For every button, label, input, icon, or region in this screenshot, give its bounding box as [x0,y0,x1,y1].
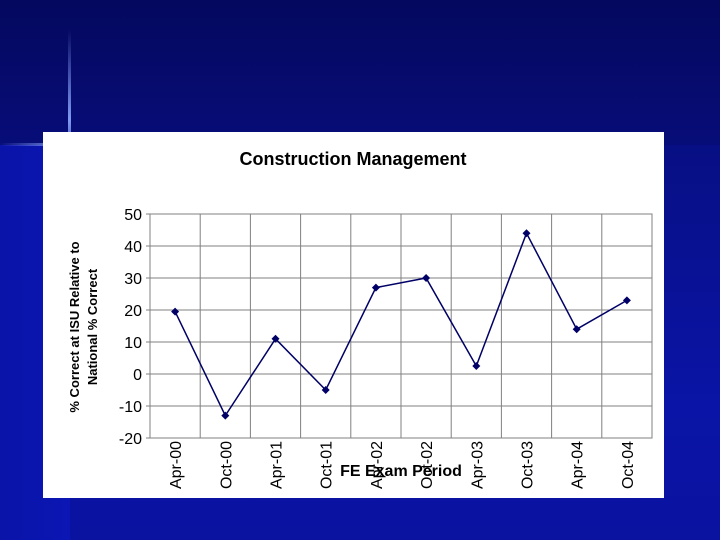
y-tick-label: 20 [124,303,142,320]
axes [146,213,653,439]
y-tick-label: 50 [124,207,142,224]
chart-title: Construction Management [239,149,466,169]
data-point-marker [422,274,431,282]
x-tick-label: Apr-01 [269,441,286,489]
data-point-marker [472,362,481,370]
y-axis-title-line-1: % Correct at ISU Relative to [67,241,82,412]
decorative-glow-line-vertical [68,30,71,180]
data-point-marker [271,334,280,343]
y-tick-labels: -20 -10 0 10 20 30 40 50 [119,207,142,448]
y-tick-label: 10 [124,335,142,352]
x-tick-label: Oct-04 [620,441,637,489]
y-tick-label: 30 [124,271,142,288]
data-point-marker [622,296,631,305]
plot-area-border [149,213,653,439]
y-tick-label: -10 [119,399,142,416]
y-tick-label: 40 [124,239,142,256]
data-point-marker [321,386,330,394]
x-tick-label: Apr-04 [570,441,587,489]
slide-top-band [0,0,720,145]
data-point-marker [171,307,180,316]
line-chart: Construction Management % Correct at ISU… [67,149,653,489]
x-tick-label: Apr-02 [369,441,386,489]
data-point-marker [371,283,380,292]
x-axis-title: FE Exam Period [340,463,462,480]
x-tick-label: Apr-00 [168,441,185,489]
y-axis-title-line-2: National % Correct [85,268,100,385]
x-tick-label: Apr-03 [469,441,486,489]
x-tick-label: Oct-03 [520,441,537,489]
chart-panel: Construction Management % Correct at ISU… [43,132,664,498]
x-tick-label: Oct-02 [419,441,436,489]
x-tick-labels: Apr-00 Oct-00 Apr-01 Oct-01 Apr-02 Oct-02 Apr-… [168,441,637,489]
x-tick-label: Oct-01 [319,441,336,489]
data-point-marker [221,411,230,420]
data-point-marker [572,325,581,334]
y-tick-label: 0 [133,367,142,384]
series-line [174,231,628,418]
data-series [171,229,631,420]
x-tick-label: Oct-00 [218,441,235,489]
y-tick-label: -20 [119,431,142,448]
y-axis-title: % Correct at ISU Relative to National % … [67,241,100,412]
data-point-marker [522,229,531,238]
